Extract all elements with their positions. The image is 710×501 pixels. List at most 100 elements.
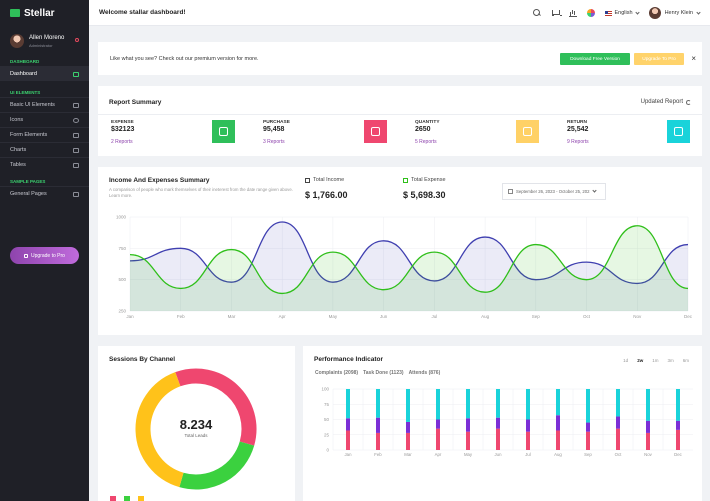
income-expense-card: Income And Expenses Summary A comparison… xyxy=(98,167,702,335)
sidebar-item-dashboard[interactable]: Dashboard xyxy=(0,66,89,81)
donut-slice xyxy=(135,372,184,488)
sidebar-item-forms[interactable]: Form Elements xyxy=(0,127,89,142)
bar-segment xyxy=(346,430,350,450)
download-free-button[interactable]: Download Free Version xyxy=(560,53,630,65)
language-selector[interactable]: English xyxy=(604,9,640,16)
status-indicator xyxy=(75,38,79,42)
sidebar-item-label: Icons xyxy=(10,117,24,123)
sidebar-item-basic-ui[interactable]: Basic UI Elements xyxy=(0,97,89,112)
sidebar-item-general-pages[interactable]: General Pages xyxy=(0,186,89,201)
bar-segment xyxy=(436,419,440,429)
performance-title: Performance Indicator xyxy=(314,356,383,363)
stat-link[interactable]: 2 Reports xyxy=(111,139,133,145)
bar-segment xyxy=(526,419,530,432)
stat-quantity: QUANTITY 2650 5 Reports xyxy=(415,120,565,150)
sidebar-item-label: General Pages xyxy=(10,191,47,197)
y-tick-label: 750 xyxy=(118,246,126,251)
brand[interactable]: Stellar xyxy=(0,0,89,26)
notification-icon[interactable] xyxy=(586,9,595,17)
banner-text: Like what you see? Check out our premium… xyxy=(110,55,259,62)
sidebar-item-tables[interactable]: Tables xyxy=(0,157,89,172)
updated-report-button[interactable]: Updated Report xyxy=(641,99,691,105)
stat-value: 25,542 xyxy=(567,126,589,133)
y-tick-label: 500 xyxy=(118,277,126,282)
performance-bar-chart: 0 25 50 75 100 Jan Feb Mar Apr May Jun Jul Aug Sep Oct… xyxy=(321,387,693,457)
stat-link[interactable]: 9 Reports xyxy=(567,139,589,145)
bar-segment xyxy=(406,432,410,450)
lock-icon xyxy=(24,253,29,258)
tab-1m[interactable]: 1m xyxy=(652,358,659,363)
sessions-title: Sessions By Channel xyxy=(109,356,176,363)
upgrade-to-pro-button[interactable]: Upgrade to Pro xyxy=(10,247,79,264)
x-tick-label: Aug xyxy=(554,452,562,457)
tab-1d[interactable]: 1d xyxy=(623,358,629,363)
bar-segment xyxy=(556,389,560,416)
tab-3m[interactable]: 3m xyxy=(667,358,674,363)
y-tick-label: 75 xyxy=(324,402,330,407)
stat-purchase: PURCHASE 95,458 3 Reports xyxy=(263,120,413,150)
report-summary-card: Report Summary Updated Report EXPENSE $3… xyxy=(98,86,702,156)
total-expense-legend[interactable]: Total Expense xyxy=(403,177,446,183)
income-expense-chart: 250 500 750 1000 Jan Feb Mar Apr May Jun Jul Aug Sep… xyxy=(116,215,693,320)
total-income-legend[interactable]: Total Income xyxy=(305,177,344,183)
total-expense-value: $ 5,698.30 xyxy=(403,190,446,200)
y-tick-label: 0 xyxy=(326,448,329,453)
stat-value: 2650 xyxy=(415,126,431,133)
bar-segment xyxy=(676,420,680,430)
legend-swatch xyxy=(124,496,130,501)
user-menu[interactable]: Henry Klein xyxy=(648,7,701,19)
close-icon[interactable]: × xyxy=(691,54,696,63)
date-range-text: September 26, 2023 - October 25, 202 xyxy=(516,189,590,194)
task-done-stat: Task Done (1123) xyxy=(363,370,404,376)
series-line xyxy=(129,225,689,295)
stat-link[interactable]: 3 Reports xyxy=(263,139,285,145)
stat-label: PURCHASE xyxy=(263,120,290,125)
welcome-text: Welcome stallar dashboard! xyxy=(99,9,186,16)
chart-icon[interactable] xyxy=(568,9,577,17)
profile[interactable]: Allen Moreno Administrator xyxy=(0,26,89,56)
bar-segment xyxy=(346,389,350,419)
profile-name: Allen Moreno xyxy=(29,34,65,41)
bar-segment xyxy=(646,389,650,421)
report-title: Report Summary xyxy=(109,99,162,106)
x-tick-label: Feb xyxy=(374,452,382,457)
upgrade-pro-button[interactable]: Upgrade To Pro xyxy=(634,53,684,65)
bar-segment xyxy=(466,431,470,450)
form-icon xyxy=(73,132,79,138)
complaints-stat: Complaints (2098) xyxy=(315,370,359,376)
bar-segment xyxy=(376,389,380,418)
x-tick-label: Nov xyxy=(644,452,652,457)
calendar-icon xyxy=(508,189,513,194)
stat-link[interactable]: 5 Reports xyxy=(415,139,437,145)
date-range-picker[interactable]: September 26, 2023 - October 25, 202 xyxy=(502,183,606,200)
sidebar: Stellar Allen Moreno Administrator DASHB… xyxy=(0,0,89,501)
promo-banner: Like what you see? Check out our premium… xyxy=(98,42,702,75)
globe-icon xyxy=(73,117,79,123)
y-tick-label: 1000 xyxy=(116,215,127,220)
x-tick-label: Dec xyxy=(684,314,693,319)
topbar: Welcome stallar dashboard! English Henry… xyxy=(89,0,710,26)
bar-segment xyxy=(496,389,500,418)
sidebar-item-charts[interactable]: Charts xyxy=(0,142,89,157)
bar-segment xyxy=(616,416,620,429)
monitor-icon xyxy=(73,71,79,77)
tab-6m[interactable]: 6m xyxy=(682,358,689,363)
user-name: Henry Klein xyxy=(664,10,693,16)
cart-icon[interactable] xyxy=(551,9,562,17)
y-tick-label: 100 xyxy=(321,387,329,392)
bar-segment xyxy=(526,389,530,420)
bar-segment xyxy=(586,431,590,450)
upgrade-label: Upgrade to Pro xyxy=(31,252,65,259)
sidebar-item-icons[interactable]: Icons xyxy=(0,112,89,127)
search-icon[interactable] xyxy=(532,9,541,17)
total-expense-label: Total Expense xyxy=(411,177,446,183)
bar-segment xyxy=(556,430,560,450)
tab-2w[interactable]: 2w xyxy=(637,358,644,363)
grid-icon xyxy=(73,162,79,168)
chevron-down-icon xyxy=(634,9,640,15)
flag-us-icon xyxy=(604,10,612,16)
chevron-down-icon xyxy=(696,9,701,15)
bar-segment xyxy=(436,428,440,450)
sidebar-item-label: Form Elements xyxy=(10,132,48,138)
total-income-label: Total Income xyxy=(313,177,345,183)
